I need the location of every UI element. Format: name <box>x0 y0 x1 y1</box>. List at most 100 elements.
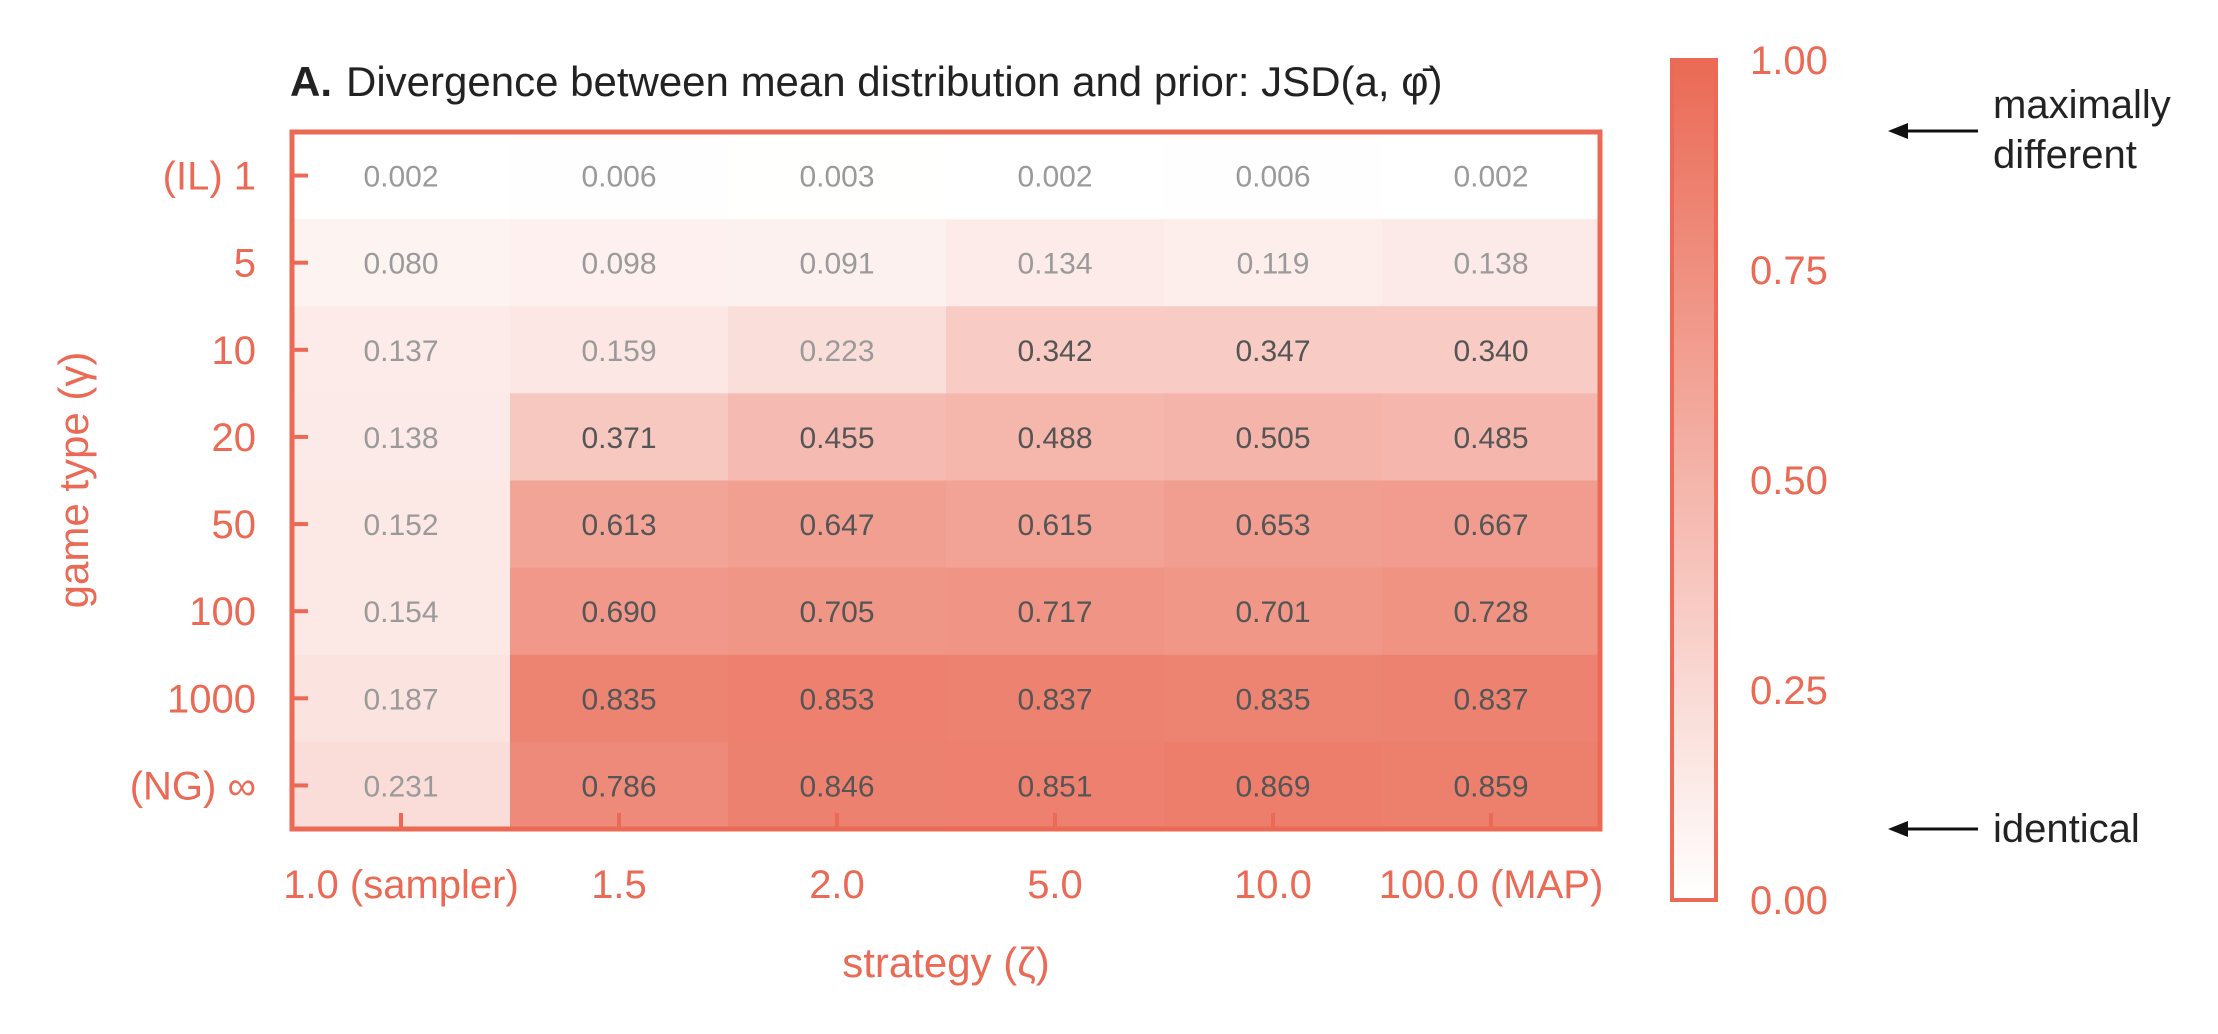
chart-title: A. Divergence between mean distribution … <box>290 58 1442 105</box>
cell-value-label: 0.837 <box>1017 683 1092 716</box>
y-tick-label: (IL) 1 <box>163 155 256 199</box>
cell-value-label: 0.851 <box>1017 770 1092 803</box>
cell-value-label: 0.786 <box>581 770 656 803</box>
cell-value-label: 0.371 <box>581 422 656 455</box>
heatmap-cell <box>1382 132 1601 220</box>
heatmap-cell <box>728 480 947 569</box>
y-tick-label: 20 <box>212 416 257 460</box>
cell-value-label: 0.613 <box>581 509 656 542</box>
cell-value-label: 0.647 <box>799 509 874 542</box>
x-tick-label: 100.0 (MAP) <box>1379 863 1604 907</box>
heatmap-cell <box>946 393 1165 481</box>
cell-value-label: 0.653 <box>1235 509 1310 542</box>
heatmap-cell <box>1164 306 1383 394</box>
cell-value-label: 0.137 <box>363 335 438 368</box>
colorbar-tick-label: 0.00 <box>1750 879 1828 923</box>
heatmap-cell <box>510 306 729 394</box>
colorbar-tick-label: 0.25 <box>1750 669 1828 713</box>
y-axis-label: game type (γ) <box>50 352 97 609</box>
heatmap-cell <box>946 219 1165 307</box>
cell-value-label: 0.002 <box>1453 161 1528 194</box>
y-tick-label: 100 <box>189 590 256 634</box>
cell-value-label: 0.119 <box>1237 248 1310 281</box>
cell-value-label: 0.340 <box>1453 335 1528 368</box>
heatmap-cell <box>510 654 729 743</box>
y-tick-label: 1000 <box>167 677 256 721</box>
cell-value-label: 0.485 <box>1453 422 1528 455</box>
heatmap-cell <box>946 132 1165 220</box>
annotation-line-1: maximally <box>1993 83 2171 127</box>
heatmap-cell <box>510 393 729 481</box>
heatmap-cell <box>1382 480 1601 569</box>
cell-value-label: 0.835 <box>1235 683 1310 716</box>
cell-value-label: 0.455 <box>799 422 874 455</box>
cell-value-label: 0.006 <box>1235 161 1310 194</box>
cell-value-label: 0.159 <box>581 335 656 368</box>
x-tick-label: 5.0 <box>1027 863 1083 907</box>
heatmap-cell <box>1164 480 1383 569</box>
heatmap-cell <box>292 567 511 656</box>
cell-value-label: 0.837 <box>1453 683 1528 716</box>
heatmap-cell-labels: 0.002 0.006 0.003 0.002 0.006 0.002 0.080 0.098… <box>363 161 1528 804</box>
cell-value-label: 0.615 <box>1017 509 1092 542</box>
x-tick-label: 1.0 (sampler) <box>283 863 519 907</box>
cell-value-label: 0.701 <box>1235 596 1310 629</box>
heatmap-cell <box>1382 393 1601 481</box>
cell-value-label: 0.717 <box>1017 596 1092 629</box>
cell-value-label: 0.134 <box>1017 248 1092 281</box>
cell-value-label: 0.342 <box>1017 335 1092 368</box>
heatmap-cell <box>946 567 1165 656</box>
heatmap-cell <box>946 480 1165 569</box>
heatmap-cell <box>728 219 947 307</box>
cell-value-label: 0.231 <box>363 770 438 803</box>
heatmap-cell <box>1164 567 1383 656</box>
heatmap-cell <box>1382 306 1601 394</box>
annotation-maximally-different: maximally different <box>1993 83 2182 177</box>
y-tick-label: 50 <box>212 503 257 547</box>
x-axis-ticks: 1.0 (sampler) 1.5 2.0 5.0 10.0 100.0 (MAP) <box>283 813 1603 907</box>
cell-value-label: 0.488 <box>1017 422 1092 455</box>
colorbar <box>1670 58 1718 902</box>
colorbar-ticks: 0.00 0.25 0.50 0.75 1.00 <box>1750 39 1828 923</box>
x-tick-label: 10.0 <box>1234 863 1312 907</box>
cell-value-label: 0.138 <box>1453 248 1528 281</box>
x-tick-label: 2.0 <box>809 863 865 907</box>
heatmap-cell <box>946 306 1165 394</box>
cell-value-label: 0.138 <box>363 422 438 455</box>
annotation-identical: identical <box>1993 807 2140 851</box>
y-tick-label: (NG) ∞ <box>130 764 256 808</box>
arrow-left-icon <box>1888 123 1978 139</box>
cell-value-label: 0.705 <box>799 596 874 629</box>
heatmap-cell <box>1382 567 1601 656</box>
heatmap-cell <box>728 132 947 220</box>
heatmap-cell <box>946 654 1165 743</box>
cell-value-label: 0.002 <box>363 161 438 194</box>
cell-value-label: 0.006 <box>581 161 656 194</box>
heatmap-cell <box>1382 219 1601 307</box>
cell-value-label: 0.091 <box>799 248 874 281</box>
y-tick-label: 5 <box>234 242 256 286</box>
cell-value-label: 0.080 <box>363 248 438 281</box>
heatmap-cell <box>510 219 729 307</box>
heatmap-cell <box>292 132 511 220</box>
cell-value-label: 0.154 <box>363 596 438 629</box>
heatmap-cell <box>510 132 729 220</box>
x-axis-label: strategy (ζ) <box>842 939 1050 986</box>
cell-value-label: 0.347 <box>1235 335 1310 368</box>
cell-value-label: 0.835 <box>581 683 656 716</box>
heatmap-cell <box>728 393 947 481</box>
cell-value-label: 0.098 <box>581 248 656 281</box>
cell-value-label: 0.690 <box>581 596 656 629</box>
arrow-left-icon <box>1888 821 1978 837</box>
heatmap-cell <box>1164 132 1383 220</box>
heatmap-cell <box>1164 219 1383 307</box>
heatmap-cell <box>292 393 511 481</box>
chart-title-text: Divergence between mean distribution and… <box>346 58 1442 105</box>
heatmap-cell <box>1382 654 1601 743</box>
heatmap-cell <box>292 306 511 394</box>
cell-value-label: 0.869 <box>1235 770 1310 803</box>
y-tick-label: 10 <box>212 329 257 373</box>
y-axis-ticks: (IL) 1 5 10 20 50 100 1000 (NG) ∞ <box>130 155 308 808</box>
cell-value-label: 0.853 <box>799 683 874 716</box>
